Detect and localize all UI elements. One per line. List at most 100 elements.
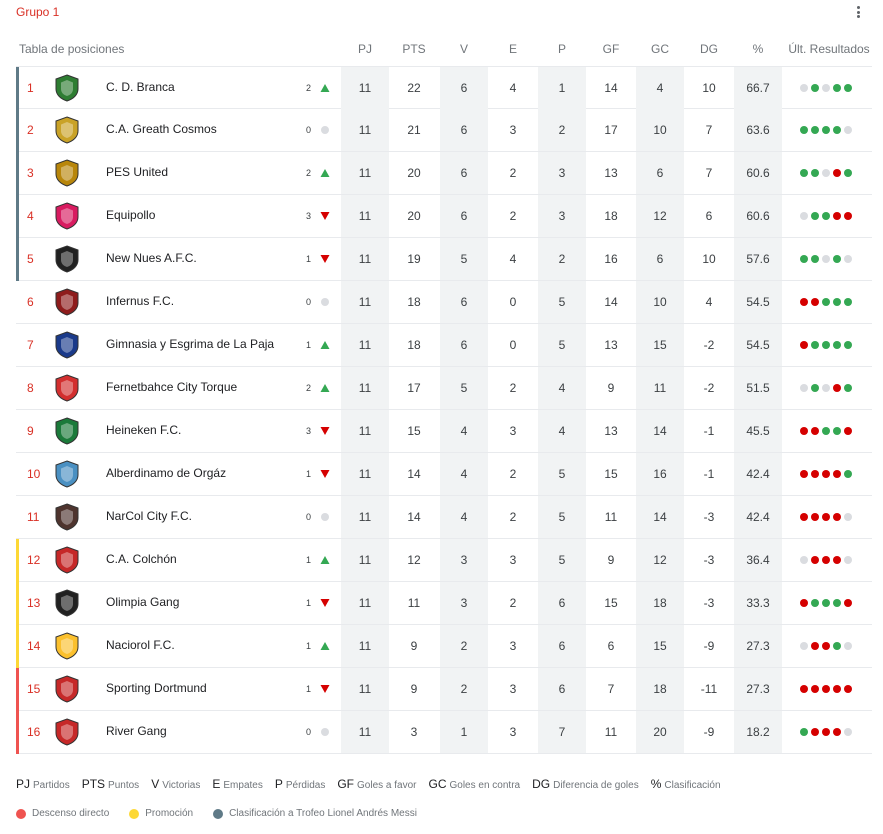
- team-name[interactable]: Infernus F.C.: [106, 294, 175, 308]
- win-dot[interactable]: [844, 169, 852, 177]
- win-dot[interactable]: [844, 470, 852, 478]
- loss-dot[interactable]: [822, 470, 830, 478]
- win-dot[interactable]: [800, 728, 808, 736]
- team-name[interactable]: River Gang: [106, 724, 167, 738]
- loss-dot[interactable]: [833, 685, 841, 693]
- loss-dot[interactable]: [844, 427, 852, 435]
- team-name[interactable]: Fernetbahce City Torque: [106, 380, 238, 394]
- loss-dot[interactable]: [811, 298, 819, 306]
- draw-dot[interactable]: [844, 728, 852, 736]
- win-dot[interactable]: [822, 298, 830, 306]
- draw-dot[interactable]: [800, 642, 808, 650]
- draw-dot[interactable]: [844, 642, 852, 650]
- draw-dot[interactable]: [844, 556, 852, 564]
- loss-dot[interactable]: [800, 513, 808, 521]
- win-dot[interactable]: [811, 212, 819, 220]
- team-name[interactable]: New Nues A.F.C.: [106, 251, 197, 265]
- loss-dot[interactable]: [811, 470, 819, 478]
- loss-dot[interactable]: [800, 599, 808, 607]
- table-row[interactable]: 2 C.A. Greath Cosmos 0 11 21 6 3 2 17 10 7 63.6: [16, 109, 872, 152]
- draw-dot[interactable]: [800, 212, 808, 220]
- win-dot[interactable]: [822, 427, 830, 435]
- win-dot[interactable]: [833, 298, 841, 306]
- loss-dot[interactable]: [811, 685, 819, 693]
- loss-dot[interactable]: [822, 685, 830, 693]
- loss-dot[interactable]: [833, 212, 841, 220]
- loss-dot[interactable]: [811, 427, 819, 435]
- team-name[interactable]: NarCol City F.C.: [106, 509, 193, 523]
- win-dot[interactable]: [811, 255, 819, 263]
- team-name[interactable]: Gimnasia y Esgrima de La Paja: [106, 337, 275, 351]
- win-dot[interactable]: [800, 255, 808, 263]
- win-dot[interactable]: [833, 341, 841, 349]
- draw-dot[interactable]: [844, 255, 852, 263]
- team-name[interactable]: Naciorol F.C.: [106, 638, 175, 652]
- loss-dot[interactable]: [822, 642, 830, 650]
- loss-dot[interactable]: [800, 427, 808, 435]
- team-name[interactable]: Olimpia Gang: [106, 595, 180, 609]
- win-dot[interactable]: [833, 642, 841, 650]
- table-row[interactable]: 11 NarCol City F.C. 0 11 14 4 2 5 11 14 -3 42.4: [16, 496, 872, 539]
- loss-dot[interactable]: [833, 556, 841, 564]
- draw-dot[interactable]: [800, 556, 808, 564]
- win-dot[interactable]: [833, 126, 841, 134]
- loss-dot[interactable]: [833, 728, 841, 736]
- win-dot[interactable]: [844, 84, 852, 92]
- win-dot[interactable]: [833, 599, 841, 607]
- loss-dot[interactable]: [811, 642, 819, 650]
- loss-dot[interactable]: [811, 556, 819, 564]
- draw-dot[interactable]: [822, 255, 830, 263]
- win-dot[interactable]: [822, 212, 830, 220]
- draw-dot[interactable]: [800, 384, 808, 392]
- loss-dot[interactable]: [844, 599, 852, 607]
- table-row[interactable]: 14 Naciorol F.C. 1 11 9 2 3 6 6 15 -9 27.3: [16, 625, 872, 668]
- loss-dot[interactable]: [844, 685, 852, 693]
- win-dot[interactable]: [811, 84, 819, 92]
- win-dot[interactable]: [800, 169, 808, 177]
- loss-dot[interactable]: [822, 728, 830, 736]
- table-row[interactable]: 10 Alberdinamo de Orgáz 1 11 14 4 2 5 15 16 -1 42.4: [16, 453, 872, 496]
- draw-dot[interactable]: [822, 384, 830, 392]
- loss-dot[interactable]: [800, 298, 808, 306]
- team-name[interactable]: C.A. Colchón: [106, 552, 177, 566]
- loss-dot[interactable]: [811, 728, 819, 736]
- team-name[interactable]: Sporting Dortmund: [106, 681, 207, 695]
- table-row[interactable]: 3 PES United 2 11 20 6 2 3 13 6 7 60.6: [16, 152, 872, 195]
- win-dot[interactable]: [822, 599, 830, 607]
- table-row[interactable]: 9 Heineken F.C. 3 11 15 4 3 4 13 14 -1 45.5: [16, 410, 872, 453]
- table-row[interactable]: 13 Olimpia Gang 1 11 11 3 2 6 15 18 -3 33.3: [16, 582, 872, 625]
- team-name[interactable]: PES United: [106, 165, 169, 179]
- loss-dot[interactable]: [833, 470, 841, 478]
- table-row[interactable]: 1 C. D. Branca 2 11 22 6 4 1 14 4 10 66.7: [16, 66, 872, 109]
- loss-dot[interactable]: [800, 341, 808, 349]
- win-dot[interactable]: [844, 341, 852, 349]
- table-row[interactable]: 5 New Nues A.F.C. 1 11 19 5 4 2 16 6 10 57.6: [16, 238, 872, 281]
- win-dot[interactable]: [833, 84, 841, 92]
- win-dot[interactable]: [844, 298, 852, 306]
- win-dot[interactable]: [811, 126, 819, 134]
- draw-dot[interactable]: [844, 126, 852, 134]
- table-row[interactable]: 6 Infernus F.C. 0 11 18 6 0 5 14 10 4 54.5: [16, 281, 872, 324]
- win-dot[interactable]: [811, 384, 819, 392]
- loss-dot[interactable]: [822, 556, 830, 564]
- loss-dot[interactable]: [844, 212, 852, 220]
- win-dot[interactable]: [822, 126, 830, 134]
- team-name[interactable]: Heineken F.C.: [106, 423, 182, 437]
- draw-dot[interactable]: [844, 513, 852, 521]
- win-dot[interactable]: [811, 169, 819, 177]
- loss-dot[interactable]: [833, 384, 841, 392]
- win-dot[interactable]: [811, 341, 819, 349]
- table-row[interactable]: 12 C.A. Colchón 1 11 12 3 3 5 9 12 -3 36.4: [16, 539, 872, 582]
- draw-dot[interactable]: [800, 84, 808, 92]
- team-name[interactable]: C.A. Greath Cosmos: [106, 122, 217, 136]
- draw-dot[interactable]: [822, 84, 830, 92]
- loss-dot[interactable]: [800, 685, 808, 693]
- loss-dot[interactable]: [833, 169, 841, 177]
- team-name[interactable]: Alberdinamo de Orgáz: [106, 466, 227, 480]
- table-row[interactable]: 16 River Gang 0 11 3 1 3 7 11 20 -9 18.2: [16, 711, 872, 754]
- win-dot[interactable]: [811, 599, 819, 607]
- loss-dot[interactable]: [800, 470, 808, 478]
- win-dot[interactable]: [844, 384, 852, 392]
- win-dot[interactable]: [800, 126, 808, 134]
- table-row[interactable]: 8 Fernetbahce City Torque 2 11 17 5 2 4 9 11 -2 51.…: [16, 367, 872, 410]
